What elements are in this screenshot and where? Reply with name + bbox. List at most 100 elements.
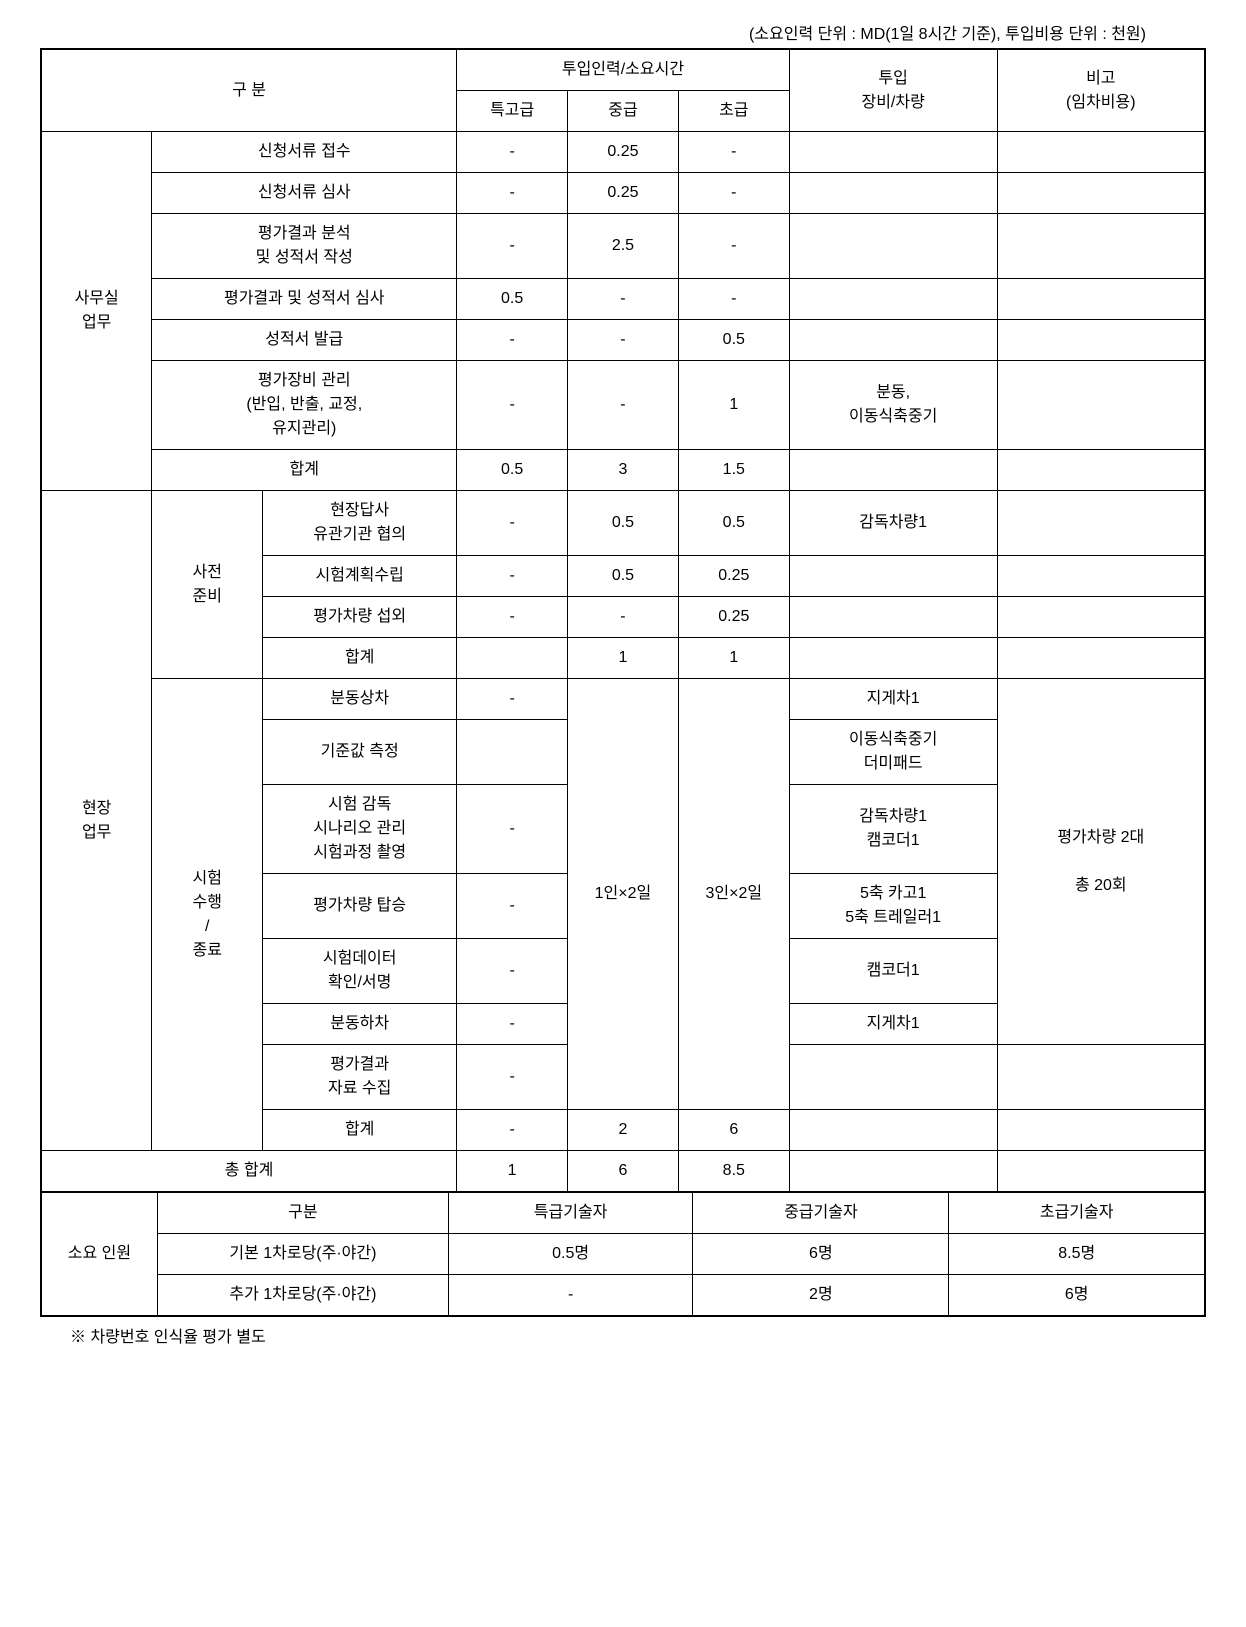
test-row-4-eq: 캠코더1 [789,939,997,1004]
test-row-5-eq: 지게차1 [789,1004,997,1045]
test-row-4-top: - [457,939,568,1004]
prep-row-1-rm [997,556,1205,597]
field-label: 현장 업무 [41,491,152,1151]
grand-rm [997,1151,1205,1193]
office-row-5-rm [997,361,1205,450]
test-row-5-top: - [457,1004,568,1045]
prep-sum-eq [789,638,997,679]
office-sum-eq [789,450,997,491]
office-row-4-eq [789,320,997,361]
test-row-6-rm [997,1045,1205,1110]
prep-row-1-eq [789,556,997,597]
main-table: 구 분 투입인력/소요시간 투입 장비/차량 비고 (임차비용) 특고급 중급 … [40,48,1206,1193]
test-row-3-top: - [457,874,568,939]
prep-row-2-mid: - [568,597,679,638]
req-label: 소요 인원 [41,1193,157,1317]
office-label: 사무실 업무 [41,132,152,491]
office-row-2-low: - [678,214,789,279]
test-sum-rm [997,1110,1205,1151]
hdr-personnel: 투입인력/소요시간 [457,49,790,91]
office-row-3-rm [997,279,1205,320]
prep-row-1-low: 0.25 [678,556,789,597]
office-row-2-rm [997,214,1205,279]
prep-sum-mid: 1 [568,638,679,679]
office-row-2-top: - [457,214,568,279]
office-row-5-name: 평가장비 관리 (반입, 반출, 교정, 유지관리) [152,361,457,450]
office-row-3-eq [789,279,997,320]
test-sum-top: - [457,1110,568,1151]
grand-mid: 6 [568,1151,679,1193]
office-sum-name: 합계 [152,450,457,491]
prep-sum-rm [997,638,1205,679]
office-row-5-mid: - [568,361,679,450]
office-sum-top: 0.5 [457,450,568,491]
test-row-2-top: - [457,785,568,874]
test-row-3-name: 평가차량 탑승 [263,874,457,939]
prep-sum-low: 1 [678,638,789,679]
req-row-0-name: 기본 1차로당(주·야간) [157,1234,448,1275]
office-row-4-low: 0.5 [678,320,789,361]
hdr-mid: 중급 [568,91,679,132]
office-row-3-top: 0.5 [457,279,568,320]
grand-eq [789,1151,997,1193]
test-row-6-name: 평가결과 자료 수집 [263,1045,457,1110]
footnote: ※ 차량번호 인식율 평가 별도 [40,1323,1206,1347]
prep-row-2-rm [997,597,1205,638]
hdr-top: 특고급 [457,91,568,132]
prep-row-0-top: - [457,491,568,556]
prep-row-1-mid: 0.5 [568,556,679,597]
test-row-1-name: 기준값 측정 [263,720,457,785]
req-row-0-top: 0.5명 [448,1234,692,1275]
unit-note: (소요인력 단위 : MD(1일 8시간 기준), 투입비용 단위 : 천원) [40,20,1206,44]
req-row-1-top: - [448,1275,692,1317]
grand-top: 1 [457,1151,568,1193]
office-row-3-name: 평가결과 및 성적서 심사 [152,279,457,320]
test-row-0-top: - [457,679,568,720]
office-row-4-rm [997,320,1205,361]
office-row-1-top: - [457,173,568,214]
test-row-5-name: 분동하차 [263,1004,457,1045]
hdr-low: 초급 [678,91,789,132]
office-row-1-low: - [678,173,789,214]
test-row-1-top [457,720,568,785]
office-row-3-mid: - [568,279,679,320]
test-sum-mid: 2 [568,1110,679,1151]
prep-row-0-low: 0.5 [678,491,789,556]
prep-row-2-top: - [457,597,568,638]
office-row-0-low: - [678,132,789,173]
office-row-1-mid: 0.25 [568,173,679,214]
office-row-0-top: - [457,132,568,173]
test-sum-eq [789,1110,997,1151]
grand-name: 총 합계 [41,1151,457,1193]
test-rm-span: 평가차량 2대 총 20회 [997,679,1205,1045]
office-row-2-name: 평가결과 분석 및 성적서 작성 [152,214,457,279]
prep-sum-top [457,638,568,679]
office-row-1-name: 신청서류 심사 [152,173,457,214]
test-sum-name: 합계 [263,1110,457,1151]
office-sum-low: 1.5 [678,450,789,491]
req-col-low: 초급기술자 [949,1193,1205,1234]
test-low-span: 3인×2일 [678,679,789,1110]
office-row-0-eq [789,132,997,173]
test-row-6-top: - [457,1045,568,1110]
req-row-1-mid: 2명 [693,1275,949,1317]
hdr-remark: 비고 (임차비용) [997,49,1205,132]
req-col-mid: 중급기술자 [693,1193,949,1234]
prep-row-1-name: 시험계획수립 [263,556,457,597]
office-row-0-rm [997,132,1205,173]
office-row-5-low: 1 [678,361,789,450]
office-row-1-eq [789,173,997,214]
req-row-1-low: 6명 [949,1275,1205,1317]
office-row-5-top: - [457,361,568,450]
office-row-1-rm [997,173,1205,214]
office-row-0-name: 신청서류 접수 [152,132,457,173]
test-row-2-eq: 감독차량1 캠코더1 [789,785,997,874]
office-row-2-mid: 2.5 [568,214,679,279]
req-col-cat: 구분 [157,1193,448,1234]
test-sum-low: 6 [678,1110,789,1151]
office-row-3-low: - [678,279,789,320]
test-mid-span: 1인×2일 [568,679,679,1110]
prep-row-1-top: - [457,556,568,597]
test-row-4-name: 시험데이터 확인/서명 [263,939,457,1004]
req-col-top: 특급기술자 [448,1193,692,1234]
